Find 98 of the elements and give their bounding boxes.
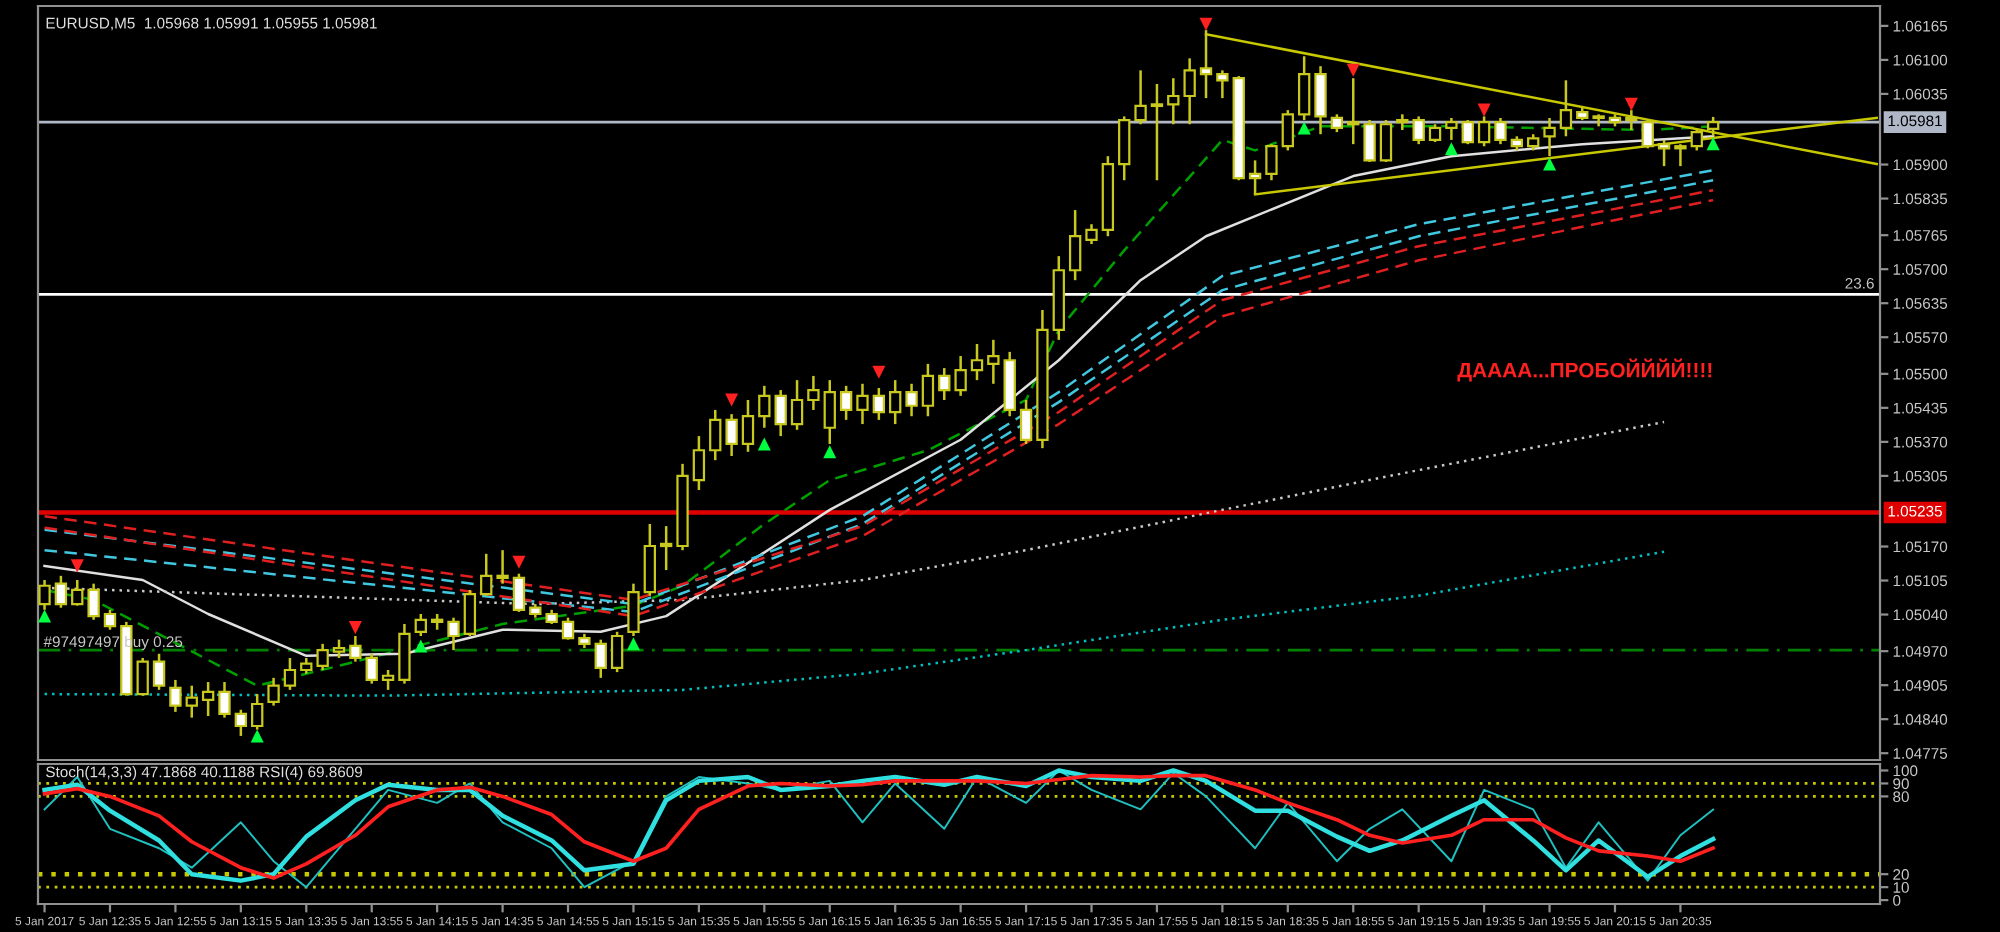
candlestick bbox=[1347, 76, 1360, 146]
candlestick bbox=[790, 378, 804, 432]
candlestick bbox=[414, 612, 427, 638]
candlestick bbox=[71, 578, 84, 607]
candlestick bbox=[774, 388, 787, 438]
candlestick bbox=[1297, 54, 1311, 122]
candlestick bbox=[152, 652, 166, 692]
point bbox=[872, 365, 886, 379]
point bbox=[1706, 137, 1720, 151]
candlestick bbox=[692, 434, 706, 492]
candlestick bbox=[1559, 79, 1573, 138]
line-series bbox=[43, 550, 1666, 697]
candlestick bbox=[561, 616, 575, 641]
point bbox=[1297, 121, 1311, 135]
candlestick bbox=[267, 676, 280, 707]
candlestick bbox=[905, 382, 918, 418]
point bbox=[1477, 103, 1491, 117]
point bbox=[38, 609, 52, 623]
candlestick bbox=[872, 386, 886, 422]
candlestick bbox=[1690, 128, 1703, 152]
point bbox=[1346, 63, 1360, 77]
candlestick bbox=[1150, 82, 1164, 182]
point bbox=[757, 437, 771, 451]
candlestick bbox=[447, 616, 460, 652]
candlestick bbox=[643, 522, 656, 597]
candlestick bbox=[218, 680, 231, 719]
candlestick bbox=[1068, 208, 1082, 282]
candlestick bbox=[463, 588, 477, 638]
candlestick bbox=[1085, 222, 1098, 246]
candlestick bbox=[316, 642, 329, 672]
candlestick bbox=[725, 412, 738, 458]
candlestick bbox=[970, 342, 984, 382]
candlestick bbox=[1706, 115, 1720, 138]
candlestick bbox=[1167, 76, 1180, 126]
candlestick bbox=[627, 582, 640, 638]
candlestick bbox=[234, 708, 248, 738]
point bbox=[1624, 97, 1638, 111]
candlestick bbox=[741, 398, 755, 454]
point bbox=[1444, 142, 1458, 156]
candlestick bbox=[1265, 142, 1278, 182]
candlestick bbox=[758, 384, 771, 429]
candlestick bbox=[381, 668, 395, 692]
candlestick bbox=[496, 548, 509, 585]
candlestick bbox=[1445, 116, 1458, 142]
candlestick bbox=[938, 366, 951, 402]
candlestick bbox=[1543, 116, 1556, 158]
candlestick bbox=[398, 622, 411, 685]
candlestick bbox=[889, 378, 902, 426]
candlestick bbox=[839, 384, 853, 422]
candlestick bbox=[1281, 108, 1294, 152]
candlestick bbox=[1641, 118, 1654, 150]
candlestick bbox=[103, 608, 117, 631]
point bbox=[823, 445, 837, 459]
point bbox=[1543, 157, 1557, 171]
candlestick bbox=[87, 582, 100, 622]
point bbox=[512, 555, 526, 569]
candlestick bbox=[921, 362, 935, 418]
candlestick bbox=[169, 678, 182, 714]
candlestick bbox=[610, 630, 624, 674]
candlestick bbox=[1314, 64, 1327, 136]
candlestick bbox=[954, 354, 967, 398]
point bbox=[626, 637, 640, 651]
candlestick bbox=[185, 684, 198, 719]
candlestick bbox=[856, 382, 869, 426]
point bbox=[725, 393, 739, 407]
candlestick bbox=[1461, 118, 1474, 146]
candlestick bbox=[1134, 69, 1147, 126]
candlestick bbox=[1183, 57, 1196, 126]
candlestick bbox=[54, 574, 68, 609]
candlestick bbox=[823, 378, 836, 446]
candlestick bbox=[709, 408, 722, 462]
candlestick bbox=[332, 638, 346, 660]
candlestick bbox=[480, 552, 493, 597]
point bbox=[250, 729, 264, 743]
annotation: ДАААА...ПРОБОЙЙЙЙ!!!! bbox=[1457, 358, 1712, 382]
point bbox=[348, 621, 362, 635]
candlestick bbox=[1494, 116, 1507, 146]
candlestick bbox=[1248, 159, 1262, 196]
candlestick bbox=[283, 656, 297, 692]
candlestick bbox=[201, 680, 215, 718]
point bbox=[70, 559, 84, 573]
candlestick bbox=[987, 338, 1000, 386]
point bbox=[414, 639, 428, 653]
candlestick bbox=[1019, 398, 1033, 446]
candlestick bbox=[349, 634, 362, 663]
candlestick bbox=[594, 638, 607, 680]
candlestick bbox=[1216, 69, 1229, 100]
candlestick bbox=[136, 656, 149, 697]
candlestick bbox=[1118, 115, 1131, 182]
candlestick bbox=[1674, 142, 1687, 168]
candlestick bbox=[807, 374, 820, 412]
candlestick bbox=[365, 652, 378, 685]
candlestick bbox=[660, 524, 673, 572]
point bbox=[1199, 17, 1213, 31]
candlestick bbox=[1363, 118, 1376, 164]
candlestick bbox=[1657, 138, 1671, 168]
candlestick bbox=[512, 572, 526, 614]
candlestick bbox=[1379, 118, 1393, 164]
